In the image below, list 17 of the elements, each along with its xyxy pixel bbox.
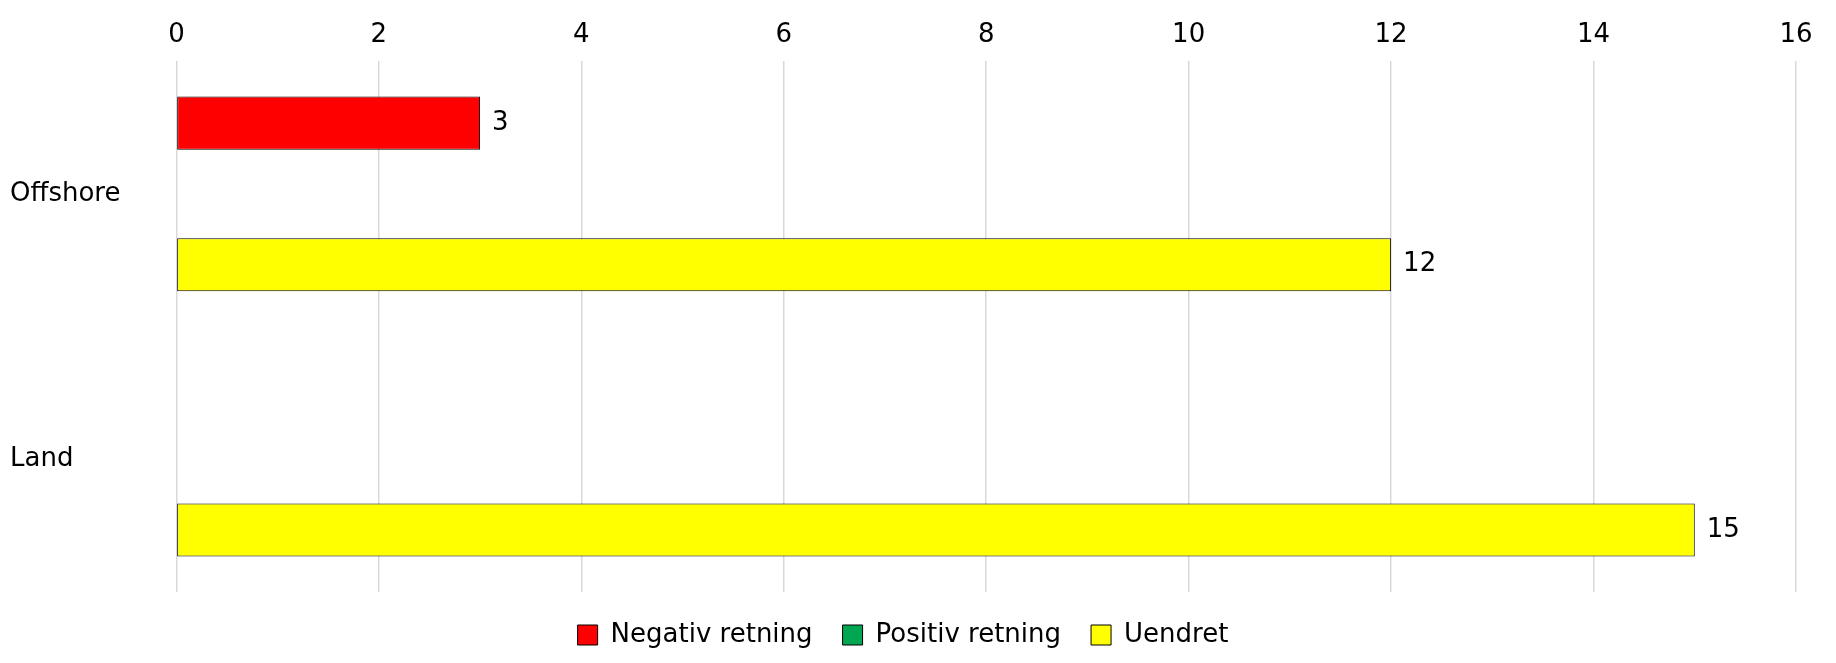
x-tick-label: 6: [775, 18, 793, 49]
data-label: 3: [492, 105, 509, 136]
legend-label: Uendret: [1124, 617, 1229, 648]
data-label: 12: [1403, 247, 1437, 278]
x-tick-label: 14: [1577, 18, 1611, 49]
y-tick-label: Land: [10, 442, 74, 473]
x-tick-label: 2: [370, 18, 388, 49]
x-tick-label: 10: [1172, 18, 1206, 49]
legend-label: Negativ retning: [610, 617, 813, 648]
x-tick-label: 0: [168, 18, 185, 49]
y-tick-label: Offshore: [10, 176, 121, 207]
x-tick-label: 8: [977, 18, 995, 49]
x-tick-label: 12: [1374, 18, 1408, 49]
x-tick-label: 16: [1779, 18, 1813, 49]
legend-label: Positiv retning: [875, 617, 1062, 648]
x-tick-label: 4: [573, 18, 590, 49]
data-label: 15: [1706, 512, 1740, 543]
